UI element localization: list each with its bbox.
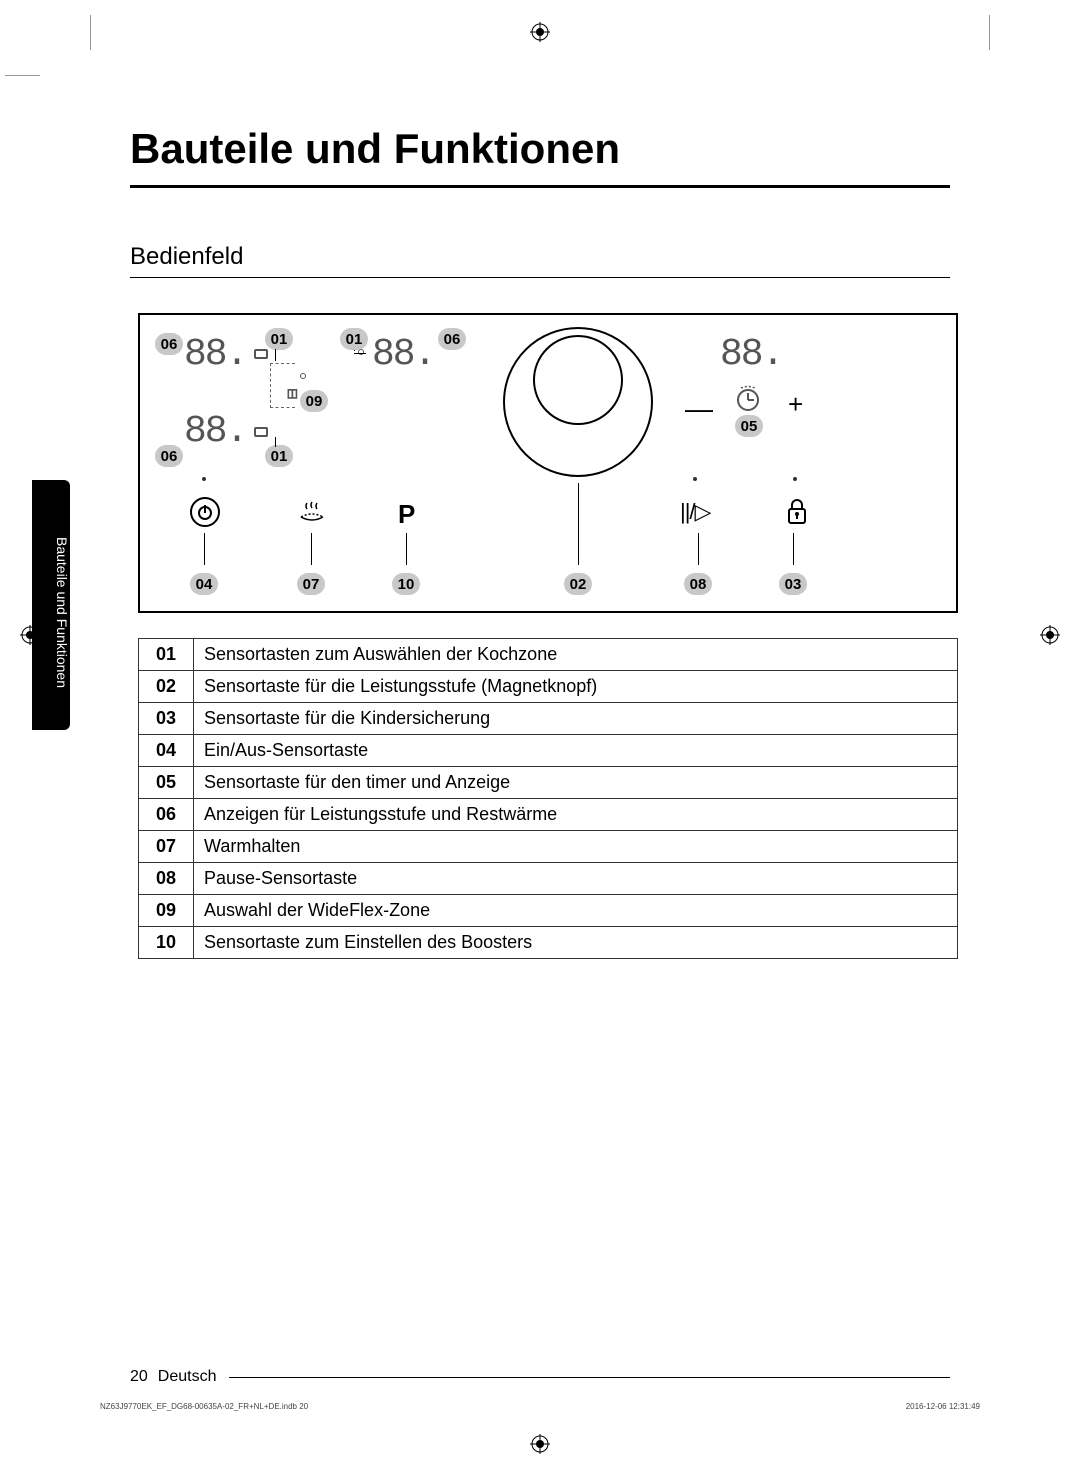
legend-row: 02Sensortaste für die Leistungsstufe (Ma… — [139, 671, 958, 703]
control-panel-diagram: 06 88. 01 09 ⊟ 88. 06 01 01 88. 06 — [138, 313, 958, 613]
callout-leader — [793, 533, 794, 565]
print-filename: NZ63J9770EK_EF_DG68-00635A-02_FR+NL+DE.i… — [100, 1402, 308, 1411]
callout-01: 01 — [265, 445, 293, 467]
footer-rule — [229, 1377, 951, 1378]
title-rule — [130, 185, 950, 188]
legend-row: 01Sensortasten zum Auswählen der Kochzon… — [139, 639, 958, 671]
legend-text: Warmhalten — [194, 831, 958, 863]
page-frame: Bauteile und Funktionen Bauteile und Fun… — [90, 60, 990, 1416]
callout-04: 04 — [190, 573, 218, 595]
legend-number: 03 — [139, 703, 194, 735]
callout-10: 10 — [392, 573, 420, 595]
legend-text: Ein/Aus-Sensortaste — [194, 735, 958, 767]
page-number: 20 — [130, 1368, 148, 1386]
booster-button-icon: P — [398, 499, 415, 530]
callout-leader — [275, 437, 276, 447]
page-language: Deutsch — [158, 1368, 217, 1386]
indicator-dot-icon — [300, 373, 306, 379]
legend-number: 09 — [139, 895, 194, 927]
callout-01: 01 — [340, 328, 368, 350]
zone-select-icon — [254, 427, 268, 437]
display-segment-icon: 88. — [372, 333, 434, 376]
callout-06: 06 — [155, 445, 183, 467]
legend-number: 06 — [139, 799, 194, 831]
display-segment-icon: 88. — [184, 333, 246, 376]
pause-play-icon: ||/▷ — [680, 499, 710, 525]
legend-text: Sensortasten zum Auswählen der Kochzone — [194, 639, 958, 671]
legend-number: 08 — [139, 863, 194, 895]
section-heading: Bedienfeld — [130, 243, 950, 271]
callout-leader — [311, 533, 312, 565]
legend-row: 05Sensortaste für den timer und Anzeige — [139, 767, 958, 799]
display-segment-icon: 88. — [184, 410, 246, 453]
legend-row: 10Sensortaste zum Einstellen des Booster… — [139, 927, 958, 959]
indicator-dot-icon — [358, 349, 364, 355]
legend-text: Pause-Sensortaste — [194, 863, 958, 895]
legend-table: 01Sensortasten zum Auswählen der Kochzon… — [138, 638, 958, 959]
crop-mark — [90, 15, 91, 50]
legend-text: Auswahl der WideFlex-Zone — [194, 895, 958, 927]
timer-icon — [733, 383, 763, 418]
print-timestamp: 2016-12-06 12:31:49 — [906, 1402, 980, 1411]
callout-05: 05 — [735, 415, 763, 437]
plus-button-icon: + — [788, 389, 803, 420]
callout-01: 01 — [265, 328, 293, 350]
legend-number: 02 — [139, 671, 194, 703]
wideflex-bracket-icon — [270, 363, 295, 408]
legend-row: 09Auswahl der WideFlex-Zone — [139, 895, 958, 927]
legend-row: 07Warmhalten — [139, 831, 958, 863]
section-tab: Bauteile und Funktionen — [32, 480, 70, 730]
indicator-dot-icon — [202, 477, 206, 481]
legend-text: Sensortaste für die Kindersicherung — [194, 703, 958, 735]
callout-07: 07 — [297, 573, 325, 595]
content-area: Bauteile und Funktionen Bedienfeld 06 88… — [90, 60, 990, 959]
legend-number: 04 — [139, 735, 194, 767]
callout-leader — [204, 533, 205, 565]
callout-06: 06 — [438, 328, 466, 350]
callout-08: 08 — [684, 573, 712, 595]
wideflex-glyph-icon: ⊟ — [285, 388, 301, 400]
page-title: Bauteile und Funktionen — [130, 125, 950, 173]
magnet-knob-inner-icon — [533, 335, 623, 425]
legend-text: Sensortaste für den timer und Anzeige — [194, 767, 958, 799]
page-footer: 20 Deutsch — [130, 1368, 950, 1386]
legend-number: 07 — [139, 831, 194, 863]
callout-09: 09 — [300, 390, 328, 412]
legend-text: Anzeigen für Leistungsstufe und Restwärm… — [194, 799, 958, 831]
legend-number: 05 — [139, 767, 194, 799]
registration-mark-icon — [530, 1434, 550, 1454]
legend-row: 06Anzeigen für Leistungsstufe und Restwä… — [139, 799, 958, 831]
crop-mark — [989, 15, 990, 50]
legend-text: Sensortaste zum Einstellen des Boosters — [194, 927, 958, 959]
crop-mark — [5, 75, 40, 76]
callout-leader — [578, 483, 579, 565]
callout-leader — [275, 349, 276, 361]
display-segment-icon: 88. — [720, 333, 782, 376]
callout-03: 03 — [779, 573, 807, 595]
callout-02: 02 — [564, 573, 592, 595]
keep-warm-icon — [295, 495, 329, 529]
callout-06: 06 — [155, 333, 183, 355]
legend-number: 10 — [139, 927, 194, 959]
callout-leader — [406, 533, 407, 565]
print-metadata: NZ63J9770EK_EF_DG68-00635A-02_FR+NL+DE.i… — [90, 1402, 990, 1411]
registration-mark-icon — [1040, 625, 1060, 645]
indicator-dot-icon — [693, 477, 697, 481]
legend-row: 04Ein/Aus-Sensortaste — [139, 735, 958, 767]
callout-leader — [354, 353, 366, 354]
power-button-icon — [188, 495, 222, 529]
minus-button-icon: — — [685, 393, 713, 425]
legend-number: 01 — [139, 639, 194, 671]
callout-leader — [698, 533, 699, 565]
zone-select-icon — [254, 349, 268, 359]
legend-row: 03Sensortaste für die Kindersicherung — [139, 703, 958, 735]
legend-row: 08Pause-Sensortaste — [139, 863, 958, 895]
section-rule — [130, 277, 950, 278]
registration-mark-icon — [530, 22, 550, 42]
lock-icon — [780, 495, 814, 529]
legend-text: Sensortaste für die Leistungsstufe (Magn… — [194, 671, 958, 703]
indicator-dot-icon — [793, 477, 797, 481]
